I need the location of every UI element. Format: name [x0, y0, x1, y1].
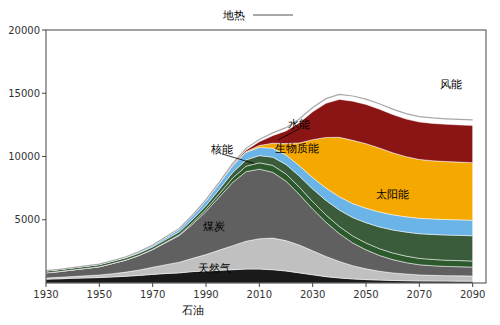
- annotation: 风能: [440, 78, 462, 91]
- x-tick: [419, 283, 420, 287]
- x-tick-label: 1970: [140, 289, 165, 300]
- annotation: 核能: [210, 143, 233, 156]
- series-line: [46, 94, 473, 270]
- y-tick: [42, 219, 46, 220]
- annotation: 天然气: [198, 262, 231, 275]
- y-tick: [42, 156, 46, 157]
- chart: 1930 1950 1970 1990 2010 2030 2050 2070 2090 5000…: [0, 0, 500, 325]
- annotation: 太阳能: [376, 188, 409, 201]
- x-tick: [152, 283, 153, 287]
- y-tick-label: 20000: [8, 25, 40, 36]
- plot-area: [46, 94, 473, 283]
- y-tick-label: 5000: [15, 214, 40, 225]
- x-tick: [259, 283, 260, 287]
- x-tick: [206, 283, 207, 287]
- plot-background: [46, 30, 486, 283]
- annotation: 煤炭: [203, 220, 225, 233]
- x-tick-label: 2050: [353, 289, 378, 300]
- annotation: 生物质能: [275, 142, 319, 155]
- legend-label: 地热: [222, 9, 245, 22]
- x-tick-label: 2070: [407, 289, 432, 300]
- legend-swatch: [253, 14, 293, 16]
- series-area: [46, 99, 473, 270]
- x-tick: [472, 283, 473, 287]
- x-tick: [366, 283, 367, 287]
- x-tick-label: 2090: [460, 289, 485, 300]
- annotation: 水能: [288, 118, 310, 131]
- y-tick-label: 10000: [8, 151, 40, 162]
- annotation: 石油: [182, 304, 204, 317]
- x-tick: [312, 283, 313, 287]
- x-tick-label: 1950: [87, 289, 112, 300]
- y-tick-label: 15000: [8, 88, 40, 99]
- y-tick: [42, 93, 46, 94]
- x-tick-label: 1990: [193, 289, 218, 300]
- x-tick-label: 1930: [33, 289, 58, 300]
- x-tick: [46, 283, 47, 287]
- plot-frame: [46, 30, 486, 283]
- y-tick: [42, 30, 46, 31]
- x-tick-label: 2030: [300, 289, 325, 300]
- x-tick-label: 2010: [247, 289, 272, 300]
- x-tick: [99, 283, 100, 287]
